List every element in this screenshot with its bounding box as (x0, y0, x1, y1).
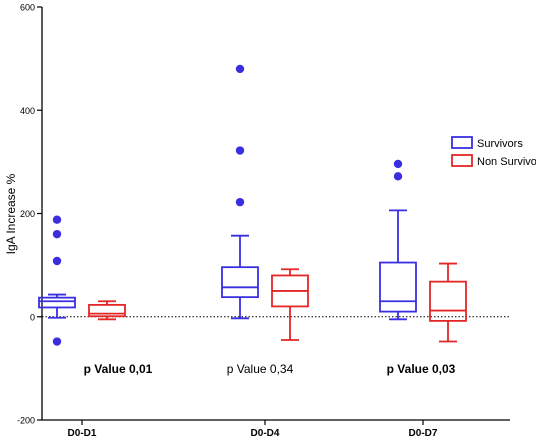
box-non-survivors-d0-d1 (88, 300, 126, 321)
y-axis-label: IgA Increase % (4, 173, 18, 254)
box-iqr (379, 261, 417, 313)
boxes (38, 64, 467, 346)
outlier-point (393, 172, 403, 181)
p-value-annotation: p Value 0,03 (387, 362, 456, 376)
box-survivors-d0-d1 (38, 215, 76, 346)
p-value-annotation: p Value 0,34 (227, 362, 294, 376)
x-tick-label: D0-D4 (251, 428, 280, 439)
outlier-point (52, 229, 62, 239)
outlier-point (235, 197, 245, 207)
legend-label-survivors: Survivors (477, 138, 523, 150)
box-iqr (88, 303, 126, 318)
box-iqr (221, 266, 259, 299)
box-iqr (38, 296, 76, 309)
legend-label-non-survivors: Non Survivors (477, 156, 536, 168)
box-survivors-d0-d4 (221, 64, 259, 320)
axes: -200 0 200 400 600 D0-D1 D0-D4 D0-D7 (17, 3, 510, 439)
y-tick-label: 200 (20, 209, 35, 219)
box-non-survivors-d0-d4 (271, 268, 309, 341)
x-tick-label: D0-D1 (68, 428, 97, 439)
x-tick-label: D0-D7 (409, 428, 438, 439)
y-tick-label: 0 (30, 312, 35, 322)
y-tick-label: -200 (17, 416, 35, 426)
annotations: p Value 0,01 p Value 0,34 p Value 0,03 (84, 362, 456, 376)
outlier-point (235, 64, 245, 74)
y-tick-label: 600 (20, 3, 35, 13)
legend: Survivors Non Survivors (451, 136, 536, 168)
box-iqr (429, 280, 467, 322)
outlier-point (393, 159, 403, 169)
outlier-point (52, 337, 62, 346)
p-value-annotation: p Value 0,01 (84, 362, 153, 376)
outlier-point (52, 215, 62, 224)
legend-swatch-survivors (451, 136, 473, 149)
y-tick-label: 400 (20, 106, 35, 116)
outlier-point (235, 146, 245, 155)
box-survivors-d0-d7 (379, 159, 417, 321)
outlier-point (52, 256, 62, 266)
box-non-survivors-d0-d7 (429, 262, 467, 343)
legend-swatch-non-survivors (451, 154, 473, 167)
